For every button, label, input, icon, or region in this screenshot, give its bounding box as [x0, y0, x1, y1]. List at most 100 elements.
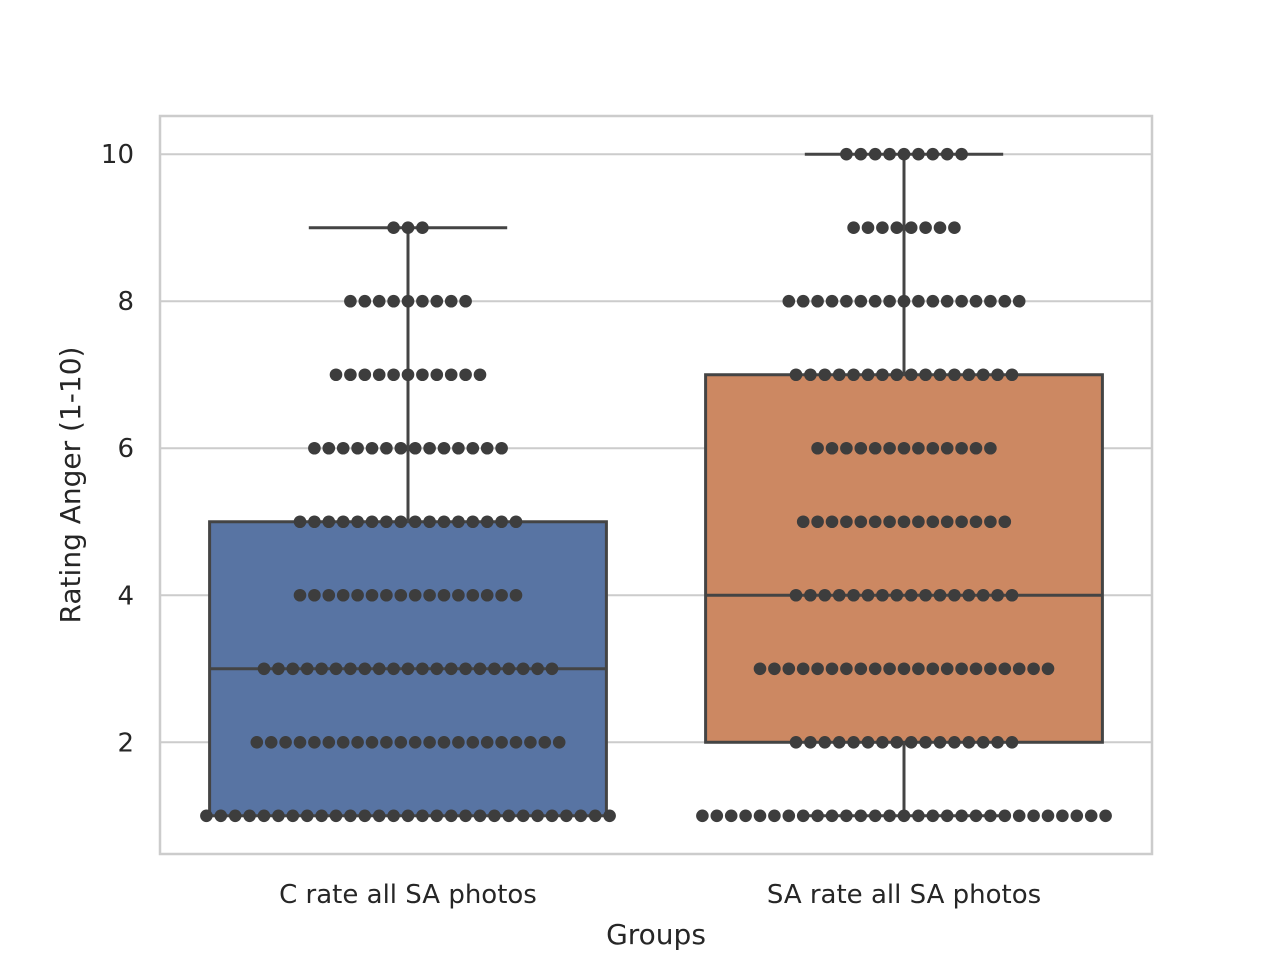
- swarm-point: [416, 294, 429, 308]
- swarm-point: [854, 147, 868, 161]
- swarm-point: [955, 809, 968, 823]
- swarm-point: [560, 809, 573, 823]
- swarm-point: [789, 368, 803, 382]
- swarm-point: [991, 735, 1004, 749]
- swarm-point: [394, 441, 408, 455]
- swarm-point: [380, 735, 393, 749]
- x-tick-labels: C rate all SA photos SA rate all SA photo…: [279, 880, 1041, 910]
- swarm-point: [789, 735, 803, 749]
- swarm-point: [984, 294, 997, 308]
- swarm-point: [358, 368, 372, 382]
- swarm-point: [257, 662, 271, 676]
- swarm-point: [408, 588, 422, 602]
- swarm-point: [264, 735, 278, 749]
- swarm-point: [488, 662, 501, 676]
- swarm-point: [329, 368, 343, 382]
- swarm-point: [466, 441, 480, 455]
- swarm-point: [293, 515, 307, 529]
- swarm-point: [984, 809, 997, 823]
- swarm-point: [459, 294, 472, 308]
- swarm-point: [430, 662, 444, 676]
- swarm-point: [890, 588, 904, 602]
- swarm-point: [516, 809, 530, 823]
- swarm-point: [926, 441, 940, 455]
- swarm-point: [847, 588, 860, 602]
- swarm-point: [753, 809, 767, 823]
- swarm-point: [423, 441, 436, 455]
- swarm-point: [444, 368, 458, 382]
- swarm-point: [401, 294, 415, 308]
- swarm-point: [796, 515, 810, 529]
- swarm-point: [933, 588, 947, 602]
- swarm-point: [912, 662, 925, 676]
- swarm-point: [272, 809, 285, 823]
- swarm-point: [832, 368, 846, 382]
- swarm-point: [883, 515, 896, 529]
- swarm-point: [890, 735, 904, 749]
- swarm-point: [1027, 809, 1040, 823]
- swarm-point: [250, 735, 264, 749]
- swarm-point: [430, 294, 444, 308]
- y-tick-label: 8: [117, 287, 134, 317]
- swarm-point: [545, 809, 559, 823]
- swarm-point: [437, 588, 451, 602]
- swarm-point: [394, 735, 408, 749]
- swarm-point: [1005, 588, 1019, 602]
- swarm-point: [991, 368, 1004, 382]
- swarm-point: [804, 735, 817, 749]
- swarm-point: [883, 809, 896, 823]
- swarm-point: [991, 588, 1004, 602]
- swarm-point: [868, 147, 882, 161]
- swarm-point: [452, 735, 465, 749]
- swarm-point: [912, 809, 925, 823]
- swarm-point: [365, 515, 379, 529]
- swarm-point: [358, 809, 372, 823]
- swarm-point: [588, 809, 602, 823]
- swarm-point: [933, 221, 947, 235]
- swarm-point: [495, 735, 508, 749]
- swarm-point: [854, 441, 868, 455]
- swarm-point: [214, 809, 228, 823]
- swarm-point: [969, 294, 983, 308]
- swarm-point: [904, 735, 918, 749]
- swarm-point: [868, 515, 882, 529]
- swarm-point: [380, 515, 393, 529]
- swarm-point: [825, 515, 839, 529]
- swarm-point: [926, 662, 940, 676]
- swarm-point: [365, 735, 379, 749]
- swarm-point: [832, 588, 846, 602]
- swarm-point: [854, 662, 868, 676]
- swarm-point: [933, 368, 947, 382]
- x-tick-label: C rate all SA photos: [279, 880, 537, 910]
- swarm-point: [897, 147, 911, 161]
- swarm-point: [796, 294, 810, 308]
- swarm-point: [861, 368, 875, 382]
- swarm-point: [279, 735, 292, 749]
- swarm-point: [502, 662, 516, 676]
- y-tick-label: 4: [117, 581, 134, 611]
- swarm-point: [488, 809, 501, 823]
- swarm-point: [811, 662, 824, 676]
- swarm-point: [509, 735, 523, 749]
- y-axis-label: Rating Anger (1-10): [54, 347, 87, 624]
- swarm-point: [940, 147, 954, 161]
- x-axis-label: Groups: [606, 918, 706, 951]
- swarm-point: [926, 147, 940, 161]
- swarm-point: [466, 735, 480, 749]
- swarm-point: [904, 368, 918, 382]
- y-tick-labels: 2 4 6 8 10: [101, 140, 134, 758]
- swarm-point: [358, 662, 372, 676]
- swarm-point: [444, 809, 458, 823]
- swarm-point: [293, 588, 307, 602]
- swarm-point: [459, 368, 472, 382]
- swarm-point: [401, 662, 415, 676]
- swarm-point: [912, 294, 925, 308]
- swarm-point: [200, 809, 213, 823]
- swarm-point: [782, 809, 796, 823]
- swarm-point: [804, 588, 817, 602]
- swarm-point: [710, 809, 724, 823]
- swarm-point: [998, 662, 1012, 676]
- swarm-point: [840, 809, 853, 823]
- plot-frame: [158, 114, 1154, 856]
